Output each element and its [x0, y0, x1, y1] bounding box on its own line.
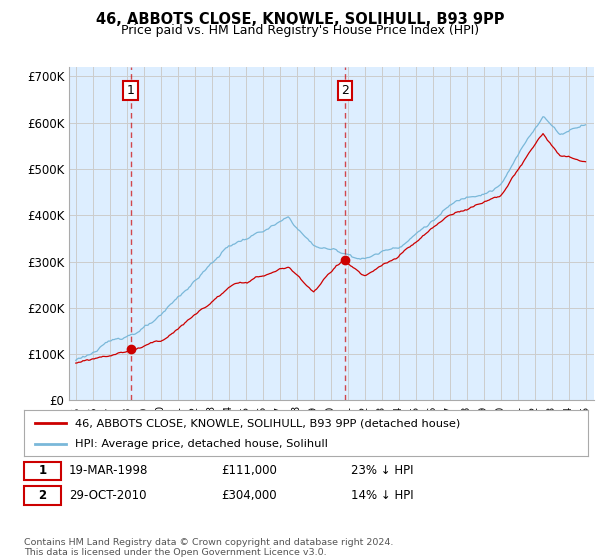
Text: 2: 2	[38, 489, 46, 502]
Text: HPI: Average price, detached house, Solihull: HPI: Average price, detached house, Soli…	[75, 438, 328, 449]
FancyBboxPatch shape	[24, 486, 61, 505]
Text: Price paid vs. HM Land Registry's House Price Index (HPI): Price paid vs. HM Land Registry's House …	[121, 24, 479, 37]
Text: £111,000: £111,000	[221, 464, 277, 478]
Text: £304,000: £304,000	[221, 489, 277, 502]
Text: 1: 1	[127, 84, 134, 97]
Text: 29-OCT-2010: 29-OCT-2010	[69, 489, 146, 502]
Text: 1: 1	[38, 464, 46, 478]
Text: 2: 2	[341, 84, 349, 97]
Text: 19-MAR-1998: 19-MAR-1998	[69, 464, 148, 478]
Text: 23% ↓ HPI: 23% ↓ HPI	[351, 464, 413, 478]
Text: Contains HM Land Registry data © Crown copyright and database right 2024.
This d: Contains HM Land Registry data © Crown c…	[24, 538, 394, 557]
Text: 46, ABBOTS CLOSE, KNOWLE, SOLIHULL, B93 9PP (detached house): 46, ABBOTS CLOSE, KNOWLE, SOLIHULL, B93 …	[75, 418, 460, 428]
Text: 46, ABBOTS CLOSE, KNOWLE, SOLIHULL, B93 9PP: 46, ABBOTS CLOSE, KNOWLE, SOLIHULL, B93 …	[96, 12, 504, 27]
FancyBboxPatch shape	[24, 461, 61, 480]
Text: 14% ↓ HPI: 14% ↓ HPI	[351, 489, 414, 502]
